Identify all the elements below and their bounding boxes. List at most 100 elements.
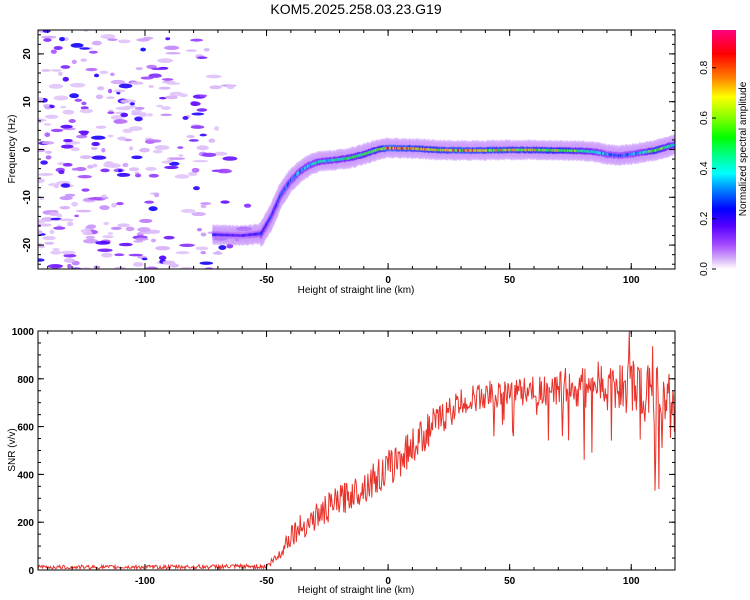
noise-blob: [71, 201, 78, 207]
noise-blob: [136, 38, 150, 42]
noise-blob: [120, 112, 129, 118]
noise-blob: [59, 206, 71, 210]
noise-blob: [214, 126, 220, 131]
noise-blob: [97, 248, 113, 252]
noise-blob: [154, 145, 170, 151]
noise-blob: [157, 58, 174, 63]
noise-blob: [38, 258, 45, 262]
noise-blob: [53, 95, 69, 101]
noise-blob: [43, 38, 52, 42]
noise-blob: [99, 70, 109, 75]
noise-blob: [118, 242, 133, 247]
noise-blob: [67, 263, 72, 269]
noise-blob: [62, 109, 75, 115]
noise-blob: [91, 40, 102, 46]
noise-blob: [110, 72, 115, 77]
noise-blob: [212, 251, 223, 255]
noise-blob: [196, 108, 208, 112]
noise-blob: [129, 102, 135, 106]
noise-blob: [158, 255, 167, 261]
noise-blob: [74, 214, 80, 218]
noise-blob: [168, 161, 180, 166]
noise-blob: [165, 51, 181, 55]
noise-blob: [107, 111, 115, 114]
noise-blob: [182, 116, 189, 120]
noise-blob: [99, 205, 110, 211]
noise-blob: [62, 162, 73, 167]
noise-blob: [45, 106, 52, 110]
noise-blob: [158, 86, 171, 90]
noise-blob: [93, 265, 101, 269]
noise-blob: [190, 101, 201, 107]
noise-blob: [179, 266, 194, 269]
noise-blob: [199, 133, 207, 137]
noise-blob: [41, 69, 51, 72]
noise-blob: [38, 230, 43, 235]
noise-blob: [88, 50, 98, 54]
noise-blob: [195, 246, 209, 251]
noise-blob: [44, 132, 51, 137]
noise-blob: [106, 96, 115, 99]
y-tick-label: 0: [22, 146, 33, 152]
noise-blob: [208, 138, 216, 143]
noise-blob: [90, 147, 98, 150]
noise-blob: [107, 232, 114, 235]
snr-ylabel: SNR (v/v): [7, 428, 18, 471]
noise-blob: [165, 95, 178, 100]
noise-blob: [122, 128, 133, 133]
noise-blob: [63, 258, 76, 263]
colorbar-tick-label: 0.6: [699, 111, 710, 125]
noise-blob: [113, 119, 128, 124]
noise-blob: [203, 47, 210, 52]
noise-blob: [213, 151, 228, 156]
x-tick-label: -100: [135, 275, 155, 286]
noise-blob: [79, 108, 94, 114]
noise-blob: [70, 43, 84, 48]
noise-blob: [107, 88, 113, 94]
noise-blob: [145, 166, 157, 171]
x-tick-label: -100: [135, 576, 155, 587]
noise-blob: [154, 192, 160, 198]
noise-blob: [200, 202, 212, 205]
noise-blob: [114, 253, 125, 257]
noise-blob: [200, 204, 207, 209]
noise-blob: [58, 170, 65, 175]
noise-blob: [220, 200, 230, 204]
noise-blob: [42, 30, 51, 33]
noise-blob: [95, 125, 107, 129]
noise-blob: [39, 197, 44, 201]
noise-blob: [69, 82, 86, 88]
noise-blob: [116, 202, 124, 206]
y-tick-label: 600: [17, 423, 34, 434]
noise-blob: [193, 186, 200, 191]
noise-blob: [139, 147, 150, 153]
noise-blob: [60, 250, 76, 255]
noise-blob: [134, 106, 145, 110]
noise-blob: [38, 223, 52, 227]
noise-blob: [137, 227, 151, 232]
noise-blob: [190, 38, 204, 42]
noise-blob: [67, 223, 73, 227]
noise-blob: [63, 253, 77, 258]
snr-xlabel: Height of straight line (km): [298, 585, 415, 596]
noise-blob: [160, 113, 173, 117]
snr-series-line: [38, 331, 675, 570]
noise-blob: [40, 160, 48, 165]
colorbar-tick-label: 0.8: [699, 60, 710, 74]
noise-blob: [196, 56, 208, 60]
x-tick-label: 50: [504, 275, 516, 286]
noise-blob: [218, 245, 227, 250]
noise-blob: [113, 89, 126, 93]
noise-blob: [70, 147, 80, 152]
noise-blob: [133, 240, 144, 243]
noise-blob: [152, 149, 163, 154]
spectrogram-xlabel: Height of straight line (km): [298, 285, 415, 296]
noise-blob: [75, 209, 92, 213]
noise-blob: [148, 206, 158, 212]
noise-blob: [47, 263, 63, 269]
noise-blob: [80, 58, 87, 62]
noise-blob: [226, 84, 235, 90]
noise-blob: [80, 228, 91, 233]
noise-blob: [50, 217, 62, 221]
